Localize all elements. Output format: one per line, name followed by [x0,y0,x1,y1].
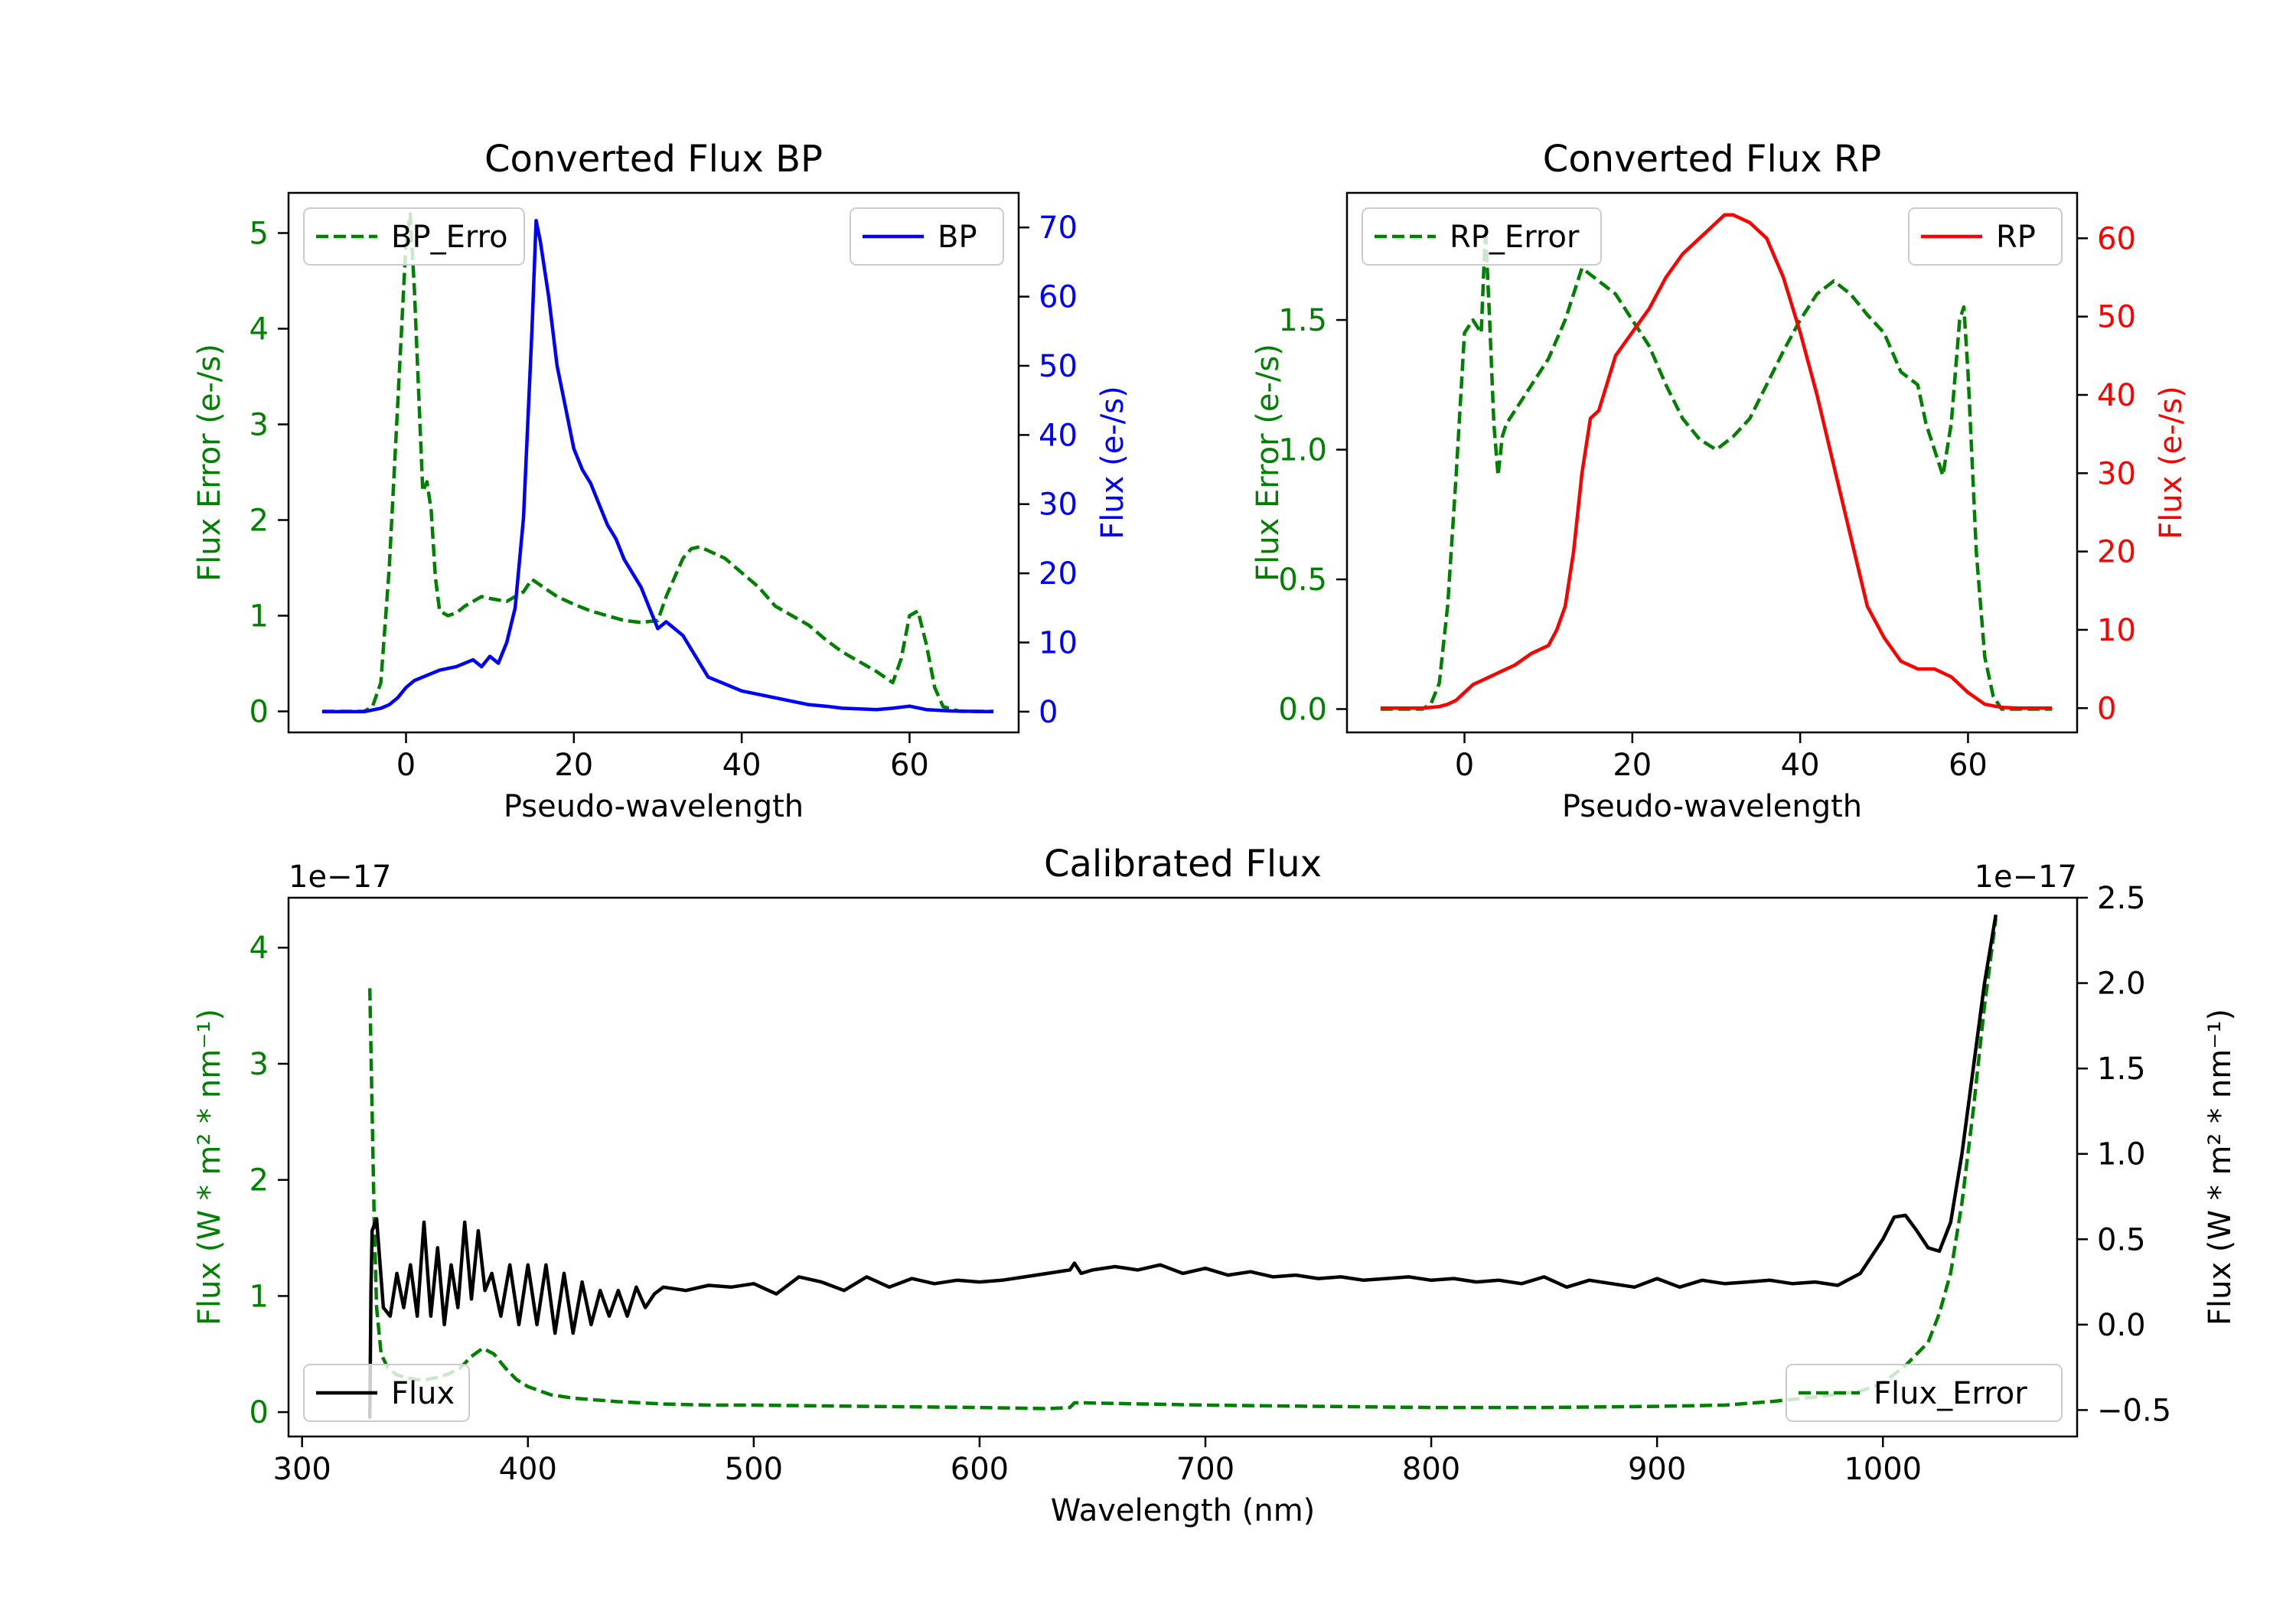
legend-box [303,1364,470,1422]
legend-label: BP_Erro [391,220,508,255]
chart-title: Converted Flux BP [484,138,823,181]
y-right-axis-label: Flux (e-/s) [1095,386,1130,539]
legend-label: RP_Error [1450,220,1580,255]
x-tick-label: 20 [554,748,593,783]
legend-rp-error: RP_Error [1362,207,1602,266]
legend-label: Flux [391,1376,455,1411]
x-tick-label: 1000 [1844,1452,1922,1487]
plot-frame-calibrated [287,896,2079,1438]
y-left-tick-label: 3 [249,1047,269,1082]
y-right-tick-label: 30 [2097,456,2136,491]
y-left-tick-label: 2 [249,504,269,539]
y-right-tick-label: 50 [1039,349,1078,384]
y-right-tick-label: 0.5 [2097,1222,2146,1257]
legend-flux: Flux [303,1364,470,1422]
y-left-tick-label: 4 [249,931,269,966]
y-left-axis-label: Flux Error (e-/s) [1251,344,1286,582]
plot-frame-bp [287,191,1020,734]
legend-flux-error: Flux_Error [1786,1364,2063,1422]
panel-rp: 0 20 40 60 0.0 0.5 1.0 1.5 0 10 20 30 40 50 60 Converte… [1251,138,2189,824]
x-tick-label: 900 [1628,1452,1686,1487]
x-tick-label: 60 [1949,748,1988,783]
legend-box [1786,1364,2063,1422]
y-right-axis-label: Flux (W * m² * nm⁻¹) [2203,1009,2238,1326]
legend-box [1362,207,1602,266]
y-left-tick-label: 0.0 [1278,692,1327,727]
y-right-offset-label: 1e−17 [1975,859,2077,895]
y-left-offset-label: 1e−17 [289,859,391,895]
chart-title: Converted Flux RP [1543,138,1881,181]
x-tick-label: 800 [1402,1452,1460,1487]
x-tick-label: 600 [951,1452,1009,1487]
y-right-tick-label: 0 [1039,695,1058,730]
y-right-tick-label: 10 [1039,626,1078,661]
legend-label: Flux_Error [1874,1376,2027,1411]
y-right-tick-label: 40 [2097,378,2136,413]
y-right-tick-label: 2.0 [2097,967,2146,1002]
series-line-flux [367,914,1998,1419]
legend-box [1908,207,2063,266]
y-left-tick-label: 0 [249,1395,269,1430]
y-left-tick-label: 5 [249,217,269,252]
y-right-tick-label: 70 [1039,210,1078,246]
y-right-tick-label: 2.5 [2097,881,2146,916]
x-tick-label: 60 [890,748,929,783]
y-right-tick-label: 60 [1039,280,1078,315]
y-right-tick-label: 1.0 [2097,1137,2146,1172]
legend-rp: RP [1908,207,2063,266]
x-axis-label: Wavelength (nm) [1051,1493,1316,1528]
x-tick-label: 0 [1455,748,1474,783]
x-tick-label: 0 [396,748,416,783]
y-left-axis-label: Flux (W * m² * nm⁻¹) [192,1009,227,1326]
y-right-tick-label: 10 [2097,613,2136,648]
x-tick-label: 300 [273,1452,331,1487]
legend-bp-error: BP_Erro [303,207,525,266]
plot-frame-rp [1345,191,2079,734]
series-line-rp-error [1380,227,2053,711]
y-right-tick-label: 20 [1039,556,1078,592]
y-left-tick-label: 0 [249,695,269,730]
y-left-tick-label: 1 [249,599,269,634]
series-line-bp-error [321,212,994,713]
legend-bp: BP [850,207,1004,266]
y-right-axis-label: Flux (e-/s) [2154,386,2189,539]
x-tick-label: 500 [725,1452,783,1487]
y-right-tick-label: 0 [2097,691,2116,726]
y-right-tick-label: 20 [2097,535,2136,570]
y-left-tick-label: 1.0 [1278,433,1327,468]
series-line-bp [321,218,994,714]
x-tick-label: 700 [1176,1452,1234,1487]
x-tick-label: 40 [722,748,762,783]
y-left-tick-label: 1 [249,1279,269,1314]
y-left-axis-label: Flux Error (e-/s) [192,344,227,582]
y-left-tick-label: 1.5 [1278,303,1327,338]
y-right-tick-label: 60 [2097,221,2136,256]
y-right-tick-label: 1.5 [2097,1052,2146,1087]
chart-title: Calibrated Flux [1044,843,1322,885]
legend-box [850,207,1004,266]
y-left-tick-label: 0.5 [1278,563,1327,598]
legend-label: RP [1996,220,2036,255]
x-tick-label: 400 [499,1452,557,1487]
x-axis-label: Pseudo-wavelength [504,789,804,824]
y-right-tick-label: −0.5 [2097,1393,2171,1428]
y-left-tick-label: 4 [249,312,269,347]
panel-calibrated: 300 400 500 600 700 800 900 1000 0 1 2 3 4 −0.5 0.0 0.5… [192,843,2238,1528]
x-axis-label: Pseudo-wavelength [1562,789,1862,824]
x-tick-label: 20 [1613,748,1652,783]
series-line-rp [1380,213,2053,710]
legend-box [303,207,525,266]
legend-label: BP [938,220,977,255]
y-right-tick-label: 0.0 [2097,1308,2146,1343]
y-right-tick-label: 40 [1039,418,1078,453]
y-right-tick-label: 30 [1039,488,1078,523]
y-left-tick-label: 2 [249,1163,269,1198]
x-tick-label: 40 [1781,748,1820,783]
y-left-tick-label: 3 [249,408,269,443]
y-right-tick-label: 50 [2097,300,2136,335]
